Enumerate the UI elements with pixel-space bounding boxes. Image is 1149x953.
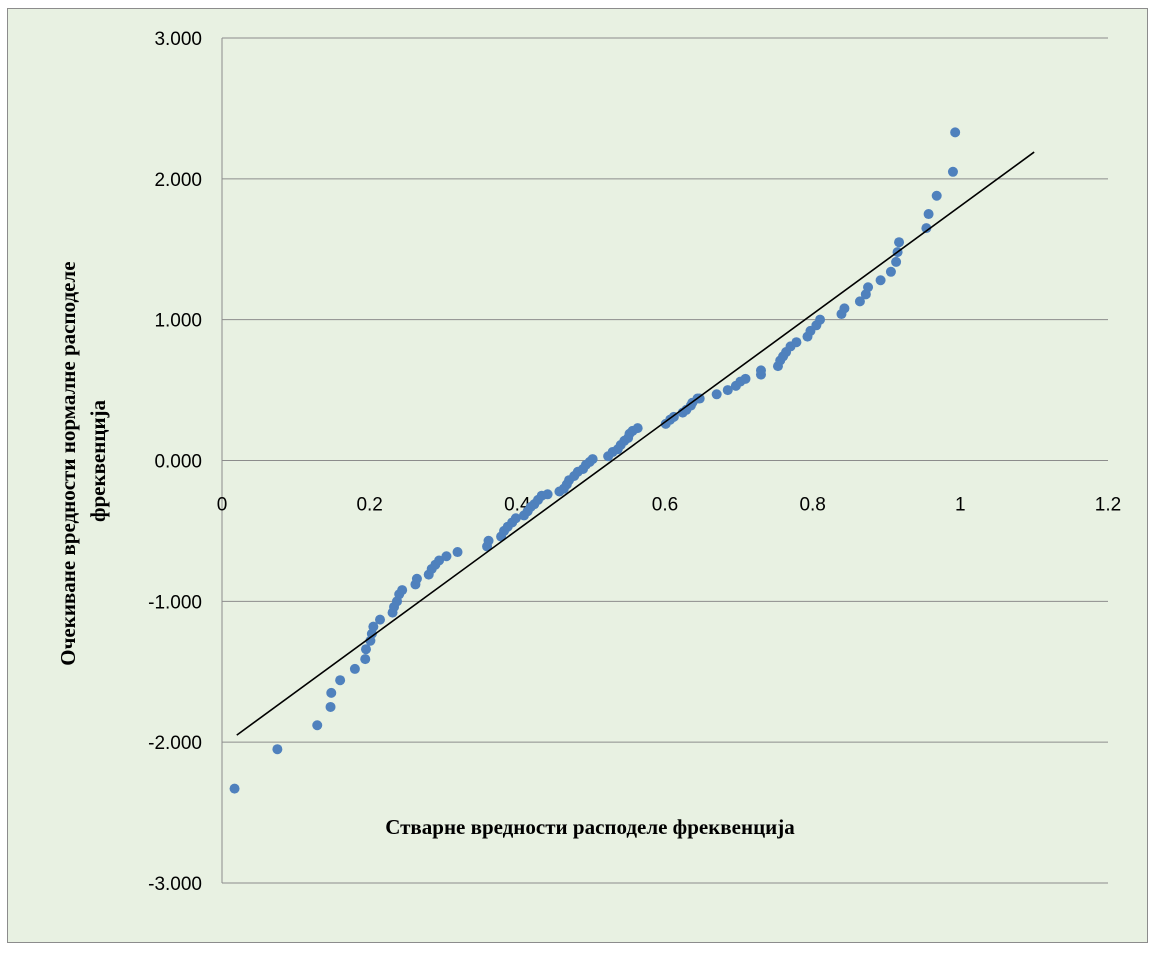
x-tick-labels: 0 0.2 0.4 0.6 0.8 1 1.2 [217, 495, 1122, 516]
data-point [633, 423, 643, 433]
data-point [924, 209, 934, 219]
data-point [335, 675, 345, 685]
data-point [397, 585, 407, 595]
y-axis-title-line-2: фреквенција [86, 399, 110, 522]
x-tick-label: 0.6 [652, 495, 678, 516]
y-tick-labels: 3.000 2.000 1.000 0.000 -1.000 -2.000 -3.000 [148, 29, 202, 895]
data-point [326, 688, 336, 698]
trendline-layer [237, 152, 1034, 735]
x-axis-title: Стварне вредности расподеле фреквенција [385, 815, 795, 839]
data-point [350, 664, 360, 674]
x-tick-label: 1 [955, 495, 966, 516]
y-tick-label: -2.000 [148, 733, 202, 754]
data-point [950, 127, 960, 137]
x-tick-label: 0 [217, 495, 228, 516]
data-point [894, 237, 904, 247]
x-tick-label: 0.2 [356, 495, 382, 516]
y-tick-label: 3.000 [154, 29, 202, 50]
data-point [230, 784, 240, 794]
y-axis-title-line-1: Очекиване вредности нормалне расподеле [56, 261, 80, 665]
data-point [932, 191, 942, 201]
data-point [876, 275, 886, 285]
gridlines [222, 38, 1108, 883]
data-point [815, 315, 825, 325]
data-point [891, 257, 901, 267]
data-point [863, 282, 873, 292]
y-tick-label: 1.000 [154, 311, 202, 332]
y-tick-label: 2.000 [154, 170, 202, 191]
data-point [412, 574, 422, 584]
data-point [839, 303, 849, 313]
data-point [375, 615, 385, 625]
scatter-chart: 3.000 2.000 1.000 0.000 -1.000 -2.000 -3.000 0… [8, 9, 1148, 943]
data-point [312, 720, 322, 730]
y-tick-label: -1.000 [148, 592, 202, 613]
chart-frame: 3.000 2.000 1.000 0.000 -1.000 -2.000 -3.000 0… [7, 8, 1148, 943]
data-point [272, 744, 282, 754]
data-point [326, 702, 336, 712]
data-point [543, 489, 553, 499]
x-tick-label: 0.8 [799, 495, 825, 516]
trendline [237, 152, 1034, 735]
y-axis-title: Очекиване вредности нормалне расподеле ф… [56, 256, 110, 666]
data-point [361, 644, 371, 654]
data-point [740, 374, 750, 384]
y-tick-label: -3.000 [148, 874, 202, 895]
data-point [712, 389, 722, 399]
x-tick-label: 1.2 [1095, 495, 1121, 516]
data-point [484, 536, 494, 546]
data-point [886, 267, 896, 277]
data-point [441, 551, 451, 561]
data-point [948, 167, 958, 177]
data-point [360, 654, 370, 664]
y-tick-label: 0.000 [154, 452, 202, 473]
data-point [453, 547, 463, 557]
data-point [791, 337, 801, 347]
data-point [756, 365, 766, 375]
data-point [588, 454, 598, 464]
